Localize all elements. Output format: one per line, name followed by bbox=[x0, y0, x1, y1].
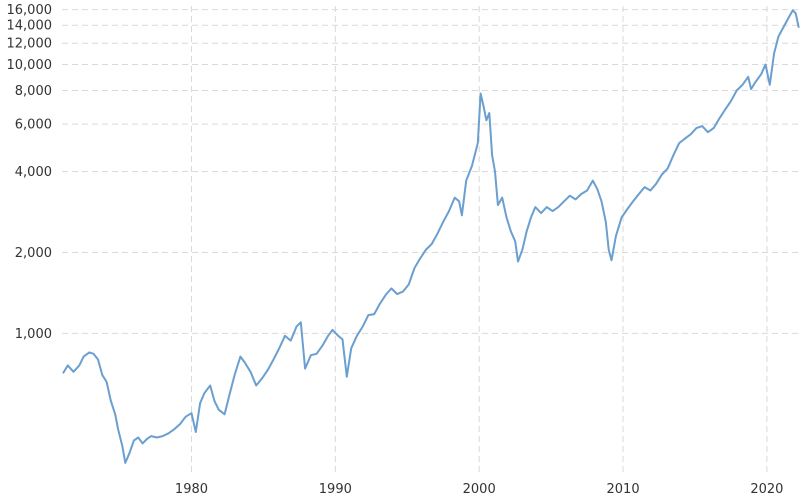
x-tick-label-2: 2000 bbox=[463, 482, 496, 497]
series-line-0 bbox=[62, 9, 800, 464]
x-tick-label-4: 2020 bbox=[750, 482, 783, 497]
y-tick-label-7: 14,000 bbox=[7, 19, 53, 34]
y-gridlines bbox=[62, 9, 800, 334]
y-tick-label-4: 8,000 bbox=[15, 84, 52, 99]
x-tick-label-3: 2010 bbox=[607, 482, 640, 497]
x-tick-label-1: 1990 bbox=[319, 482, 352, 497]
y-tick-label-3: 6,000 bbox=[15, 118, 52, 133]
y-tick-label-2: 4,000 bbox=[15, 165, 52, 180]
y-tick-label-0: 1,000 bbox=[15, 327, 52, 342]
y-tick-label-5: 10,000 bbox=[7, 58, 53, 73]
y-axis-tick-labels: 1,000 2,000 4,000 6,000 8,000 10,000 12,000 14,… bbox=[7, 3, 53, 342]
x-gridlines bbox=[190, 6, 768, 474]
y-tick-label-1: 2,000 bbox=[15, 246, 52, 261]
series-layer bbox=[62, 9, 800, 464]
x-axis-tick-labels: 1980 1990 2000 2010 2020 bbox=[175, 482, 784, 497]
x-tick-label-0: 1980 bbox=[175, 482, 208, 497]
y-tick-label-6: 12,000 bbox=[7, 37, 53, 52]
y-tick-label-8: 16,000 bbox=[7, 3, 53, 18]
